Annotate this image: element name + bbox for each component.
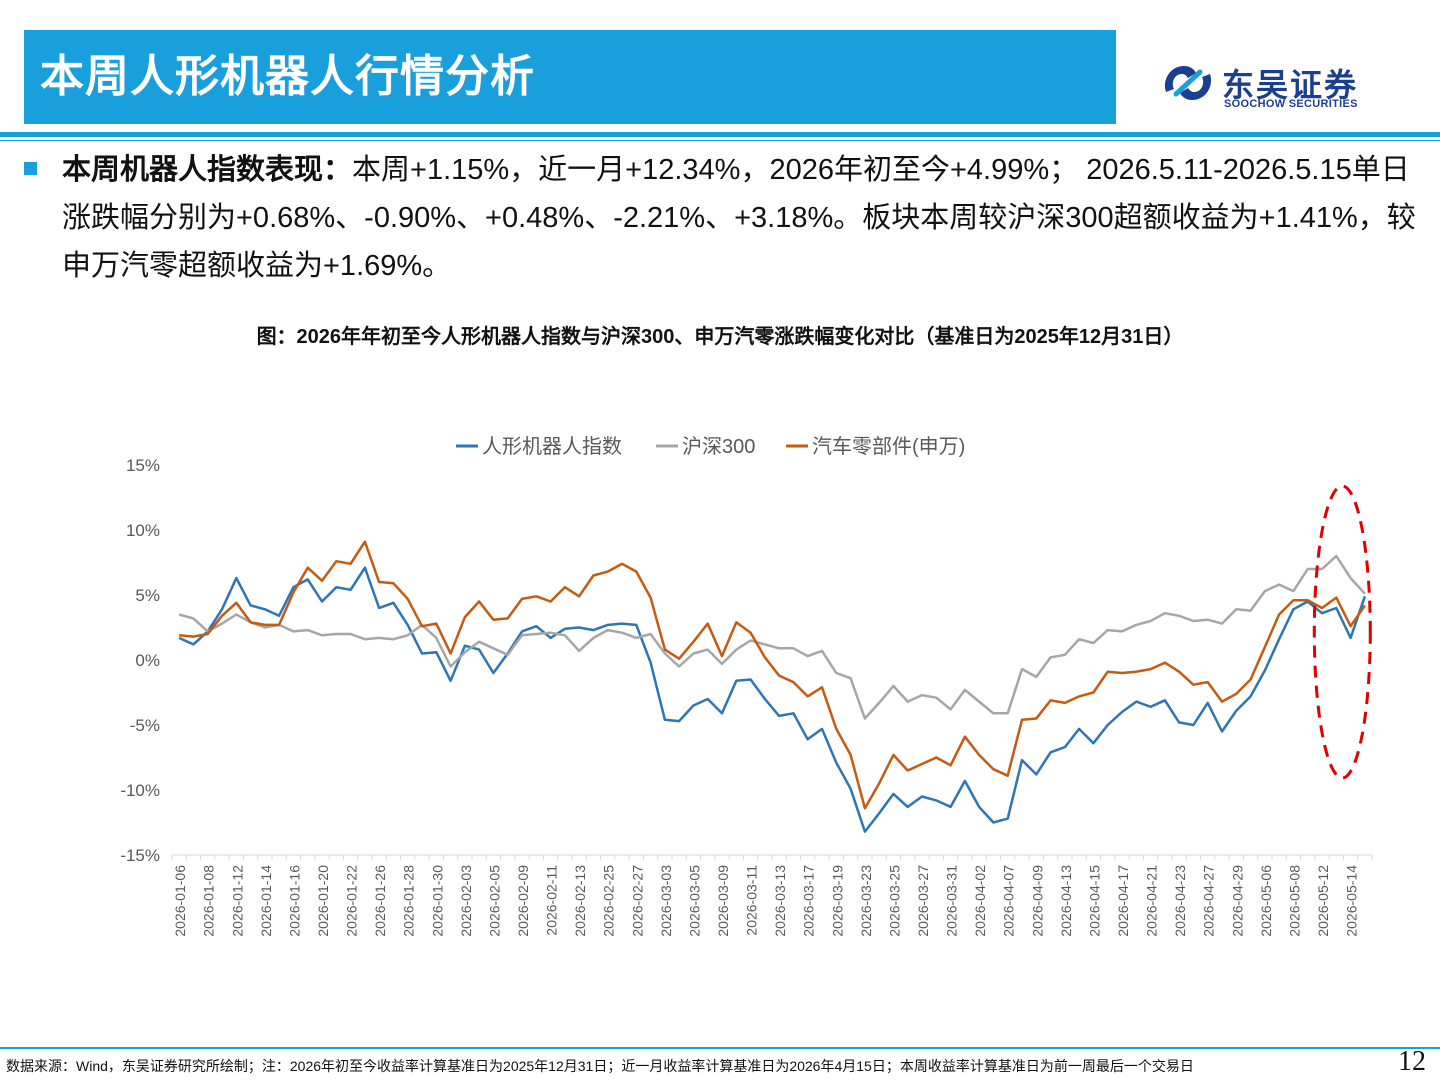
y-tick-label: -15% — [120, 846, 160, 865]
summary-body: 本周+1.15%，近一月+12.34%，2026年初至今+4.99%； 2026… — [62, 154, 1416, 282]
x-tick-label: 2026-03-27 — [915, 865, 931, 937]
x-tick-label: 2026-03-09 — [715, 865, 731, 937]
x-tick-label: 2026-01-14 — [258, 865, 274, 937]
y-tick-label: 10% — [126, 521, 160, 540]
x-tick-label: 2026-04-07 — [1001, 865, 1017, 937]
x-tick-label: 2026-04-09 — [1029, 865, 1045, 937]
highlight-ellipse — [1312, 484, 1372, 780]
bullet-square-icon — [24, 162, 37, 175]
y-tick-label: 15% — [126, 456, 160, 475]
x-tick-label: 2026-01-20 — [315, 865, 331, 937]
x-tick-label: 2026-04-29 — [1229, 865, 1245, 937]
series-line — [178, 566, 1367, 833]
x-tick-label: 2026-05-12 — [1315, 865, 1331, 937]
x-tick-label: 2026-03-11 — [744, 865, 760, 936]
x-tick-label: 2026-01-16 — [286, 865, 302, 937]
header-rule — [0, 132, 1440, 137]
x-tick-label: 2026-04-21 — [1144, 865, 1160, 937]
y-tick-label: 0% — [135, 651, 160, 670]
x-tick-label: 2026-02-09 — [515, 865, 531, 937]
y-tick-label: 5% — [135, 586, 160, 605]
x-tick-label: 2026-03-19 — [829, 865, 845, 937]
y-tick-label: -10% — [120, 781, 160, 800]
x-tick-label: 2026-05-14 — [1344, 865, 1360, 937]
summary-paragraph: 本周机器人指数表现：本周+1.15%，近一月+12.34%，2026年初至今+4… — [62, 146, 1422, 290]
x-tick-label: 2026-01-26 — [372, 865, 388, 937]
soochow-logo-icon — [1164, 66, 1212, 100]
logo-en-text: SOOCHOW SECURITIES — [1224, 98, 1358, 110]
x-tick-label: 2026-02-13 — [572, 865, 588, 937]
title-bar: 本周人形机器人行情分析 — [24, 30, 1116, 124]
page-number: 12 — [1398, 1046, 1426, 1077]
x-tick-label: 2026-05-08 — [1286, 865, 1302, 937]
page-title: 本周人形机器人行情分析 — [40, 52, 535, 101]
logo-cn-text: 东吴证券 — [1222, 67, 1359, 103]
x-tick-label: 2026-04-27 — [1201, 865, 1217, 937]
x-tick-label: 2026-03-13 — [772, 865, 788, 937]
x-tick-label: 2026-04-15 — [1086, 865, 1102, 937]
x-tick-label: 2026-01-08 — [201, 865, 217, 937]
y-tick-label: -5% — [130, 716, 160, 735]
x-tick-label: 2026-03-03 — [658, 865, 674, 937]
x-tick-label: 2026-03-05 — [686, 865, 702, 937]
x-tick-label: 2026-02-03 — [458, 865, 474, 937]
series-line — [178, 554, 1366, 720]
x-tick-label: 2026-04-02 — [972, 865, 988, 937]
x-tick-label: 2026-02-27 — [629, 865, 645, 937]
x-tick-label: 2026-01-22 — [344, 865, 360, 937]
x-tick-label: 2026-03-25 — [886, 865, 902, 937]
x-tick-label: 2026-03-23 — [858, 865, 874, 937]
legend-label: 汽车零部件(申万) — [812, 435, 965, 458]
x-tick-label: 2026-03-31 — [944, 865, 960, 937]
x-tick-label: 2026-02-11 — [544, 865, 560, 936]
x-tick-label: 2026-01-30 — [429, 865, 445, 937]
line-chart: 15% 10% 5% 0% -5% -10% -15% 2026-01-06 2026-01-0… — [120, 435, 1373, 937]
x-tick-label: 2026-02-25 — [601, 865, 617, 937]
x-tick-label: 2026-01-06 — [172, 865, 188, 937]
footer-rule — [0, 1047, 1440, 1049]
x-tick-label: 2026-03-17 — [801, 865, 817, 937]
x-tick-label: 2026-01-28 — [401, 865, 417, 937]
chart-title: 图：2026年年初至今人形机器人指数与沪深300、申万汽零涨跌幅变化对比（基准日… — [256, 326, 1184, 348]
x-tick-label: 2026-04-23 — [1172, 865, 1188, 937]
x-tick-label: 2026-02-05 — [486, 865, 502, 937]
series-line — [178, 540, 1366, 810]
x-tick-label: 2026-01-12 — [229, 865, 245, 937]
legend-label: 沪深300 — [682, 435, 755, 458]
company-logo: 东吴证券 SOOCHOW SECURITIES — [1160, 58, 1380, 118]
legend-label: 人形机器人指数 — [482, 435, 622, 458]
x-tick-label: 2026-05-06 — [1258, 865, 1274, 937]
summary-lead: 本周机器人指数表现： — [62, 154, 353, 186]
header-rule-thin — [0, 140, 1440, 141]
x-tick-label: 2026-04-17 — [1115, 865, 1131, 937]
footer-note: 数据来源：Wind，东吴证券研究所绘制；注：2026年初至今收益率计算基准日为2… — [6, 1058, 1194, 1074]
x-tick-label: 2026-04-13 — [1058, 865, 1074, 937]
